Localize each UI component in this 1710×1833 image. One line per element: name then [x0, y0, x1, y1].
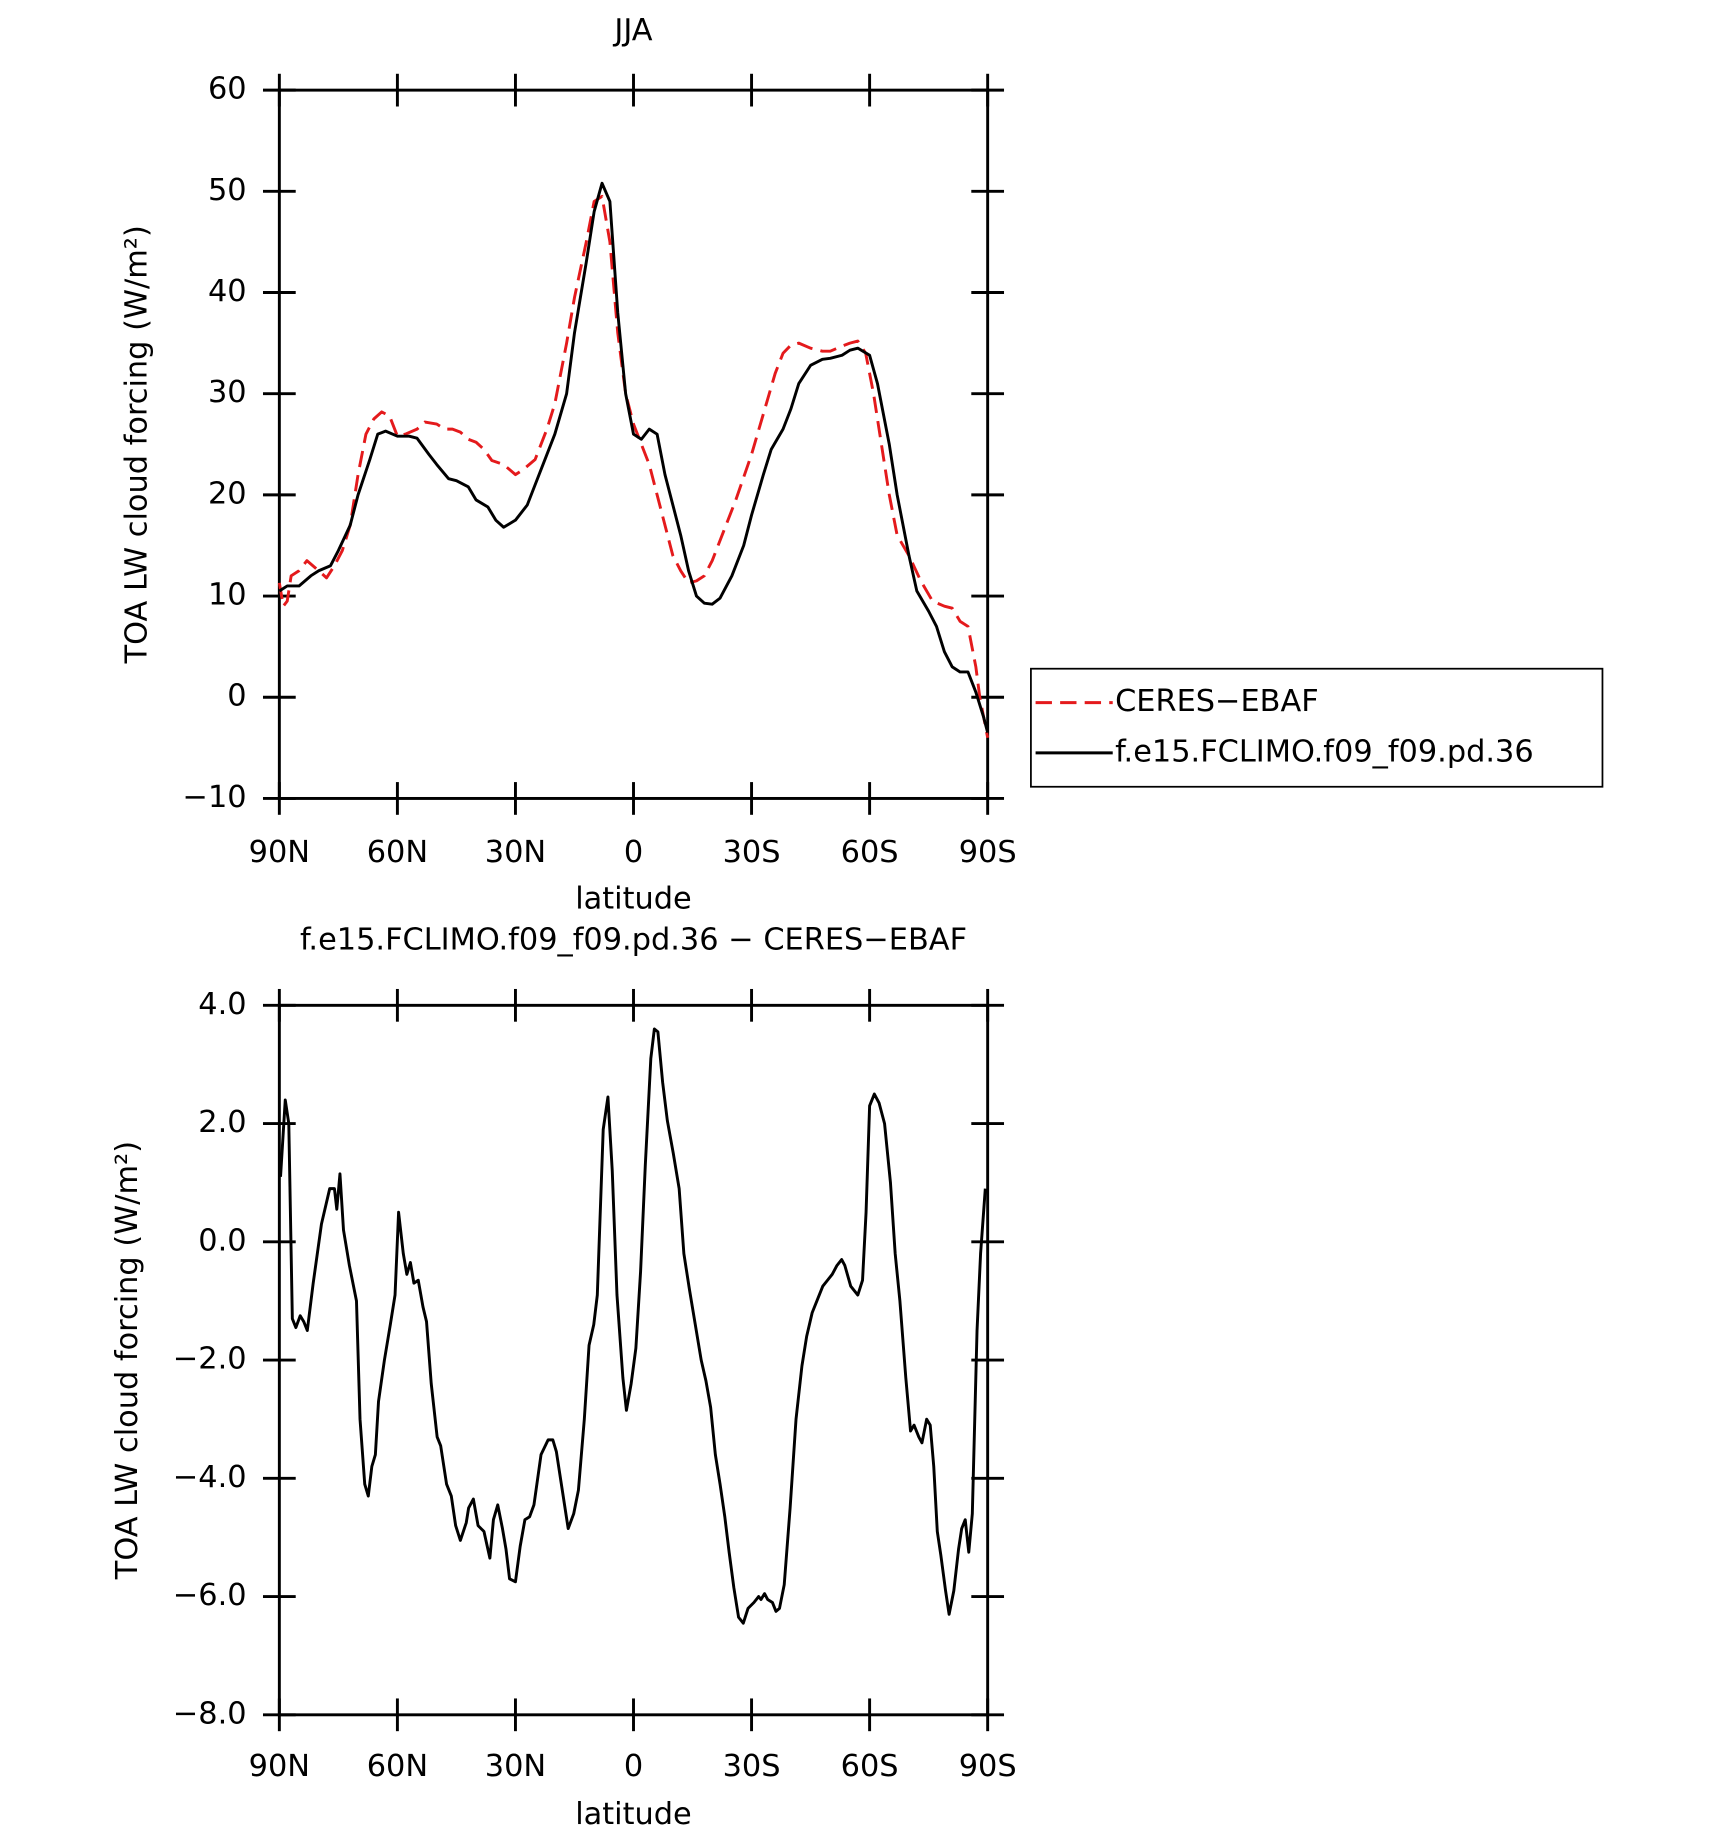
y-tick-label: −4.0: [173, 1460, 247, 1495]
x-tick-label: 60N: [367, 835, 428, 870]
y-tick-label: 2.0: [198, 1105, 246, 1140]
x-tick-label: 0: [624, 1749, 643, 1784]
x-tick-label: 60N: [367, 1749, 428, 1784]
y-tick-label: −10: [183, 780, 247, 815]
x-tick-label: 60S: [841, 1749, 899, 1784]
y-tick-label: 40: [208, 274, 247, 309]
legend: CERES−EBAF f.e15.FCLIMO.f09_f09.pd.36: [1030, 667, 1604, 788]
x-tick-label: 0: [624, 835, 643, 870]
x-tick-label: 60S: [841, 835, 899, 870]
legend-label: f.e15.FCLIMO.f09_f09.pd.36: [1115, 734, 1534, 769]
x-tick-label: 30S: [723, 1749, 781, 1784]
legend-frame: [1030, 667, 1604, 788]
y-axis-label: TOA LW cloud forcing (W/m²): [119, 225, 154, 664]
y-tick-label: 60: [208, 72, 247, 107]
x-tick-label: 30N: [485, 1749, 546, 1784]
y-tick-label: 10: [208, 578, 247, 613]
series-line: [279, 1027, 987, 1625]
x-tick-label: 90N: [249, 1749, 310, 1784]
y-tick-label: 0.0: [198, 1223, 246, 1258]
x-tick-label: 90S: [959, 1749, 1017, 1784]
series-line: [277, 194, 990, 739]
x-tick-label: 90N: [249, 835, 310, 870]
y-tick-label: −2.0: [173, 1342, 247, 1377]
chart-title: JJA: [612, 13, 652, 48]
x-axis-label: latitude: [575, 1797, 692, 1832]
chart-title: f.e15.FCLIMO.f09_f09.pd.36 − CERES−EBAF: [300, 923, 967, 958]
y-tick-label: 20: [208, 476, 247, 511]
plot-frame: [277, 88, 990, 800]
legend-label: CERES−EBAF: [1115, 684, 1319, 719]
x-axis-label: latitude: [575, 882, 692, 917]
y-tick-label: 0: [227, 679, 246, 714]
x-tick-label: 30N: [485, 835, 546, 870]
y-tick-label: 30: [208, 375, 247, 410]
y-tick-label: −6.0: [173, 1578, 247, 1613]
x-tick-label: 30S: [723, 835, 781, 870]
plot-frame: [277, 1003, 990, 1717]
series-line: [278, 181, 990, 734]
x-tick-label: 90S: [959, 835, 1017, 870]
y-axis-label: TOA LW cloud forcing (W/m²): [110, 1141, 145, 1580]
y-tick-label: 50: [208, 173, 247, 208]
y-tick-label: −8.0: [173, 1696, 247, 1731]
y-tick-label: 4.0: [198, 987, 246, 1022]
